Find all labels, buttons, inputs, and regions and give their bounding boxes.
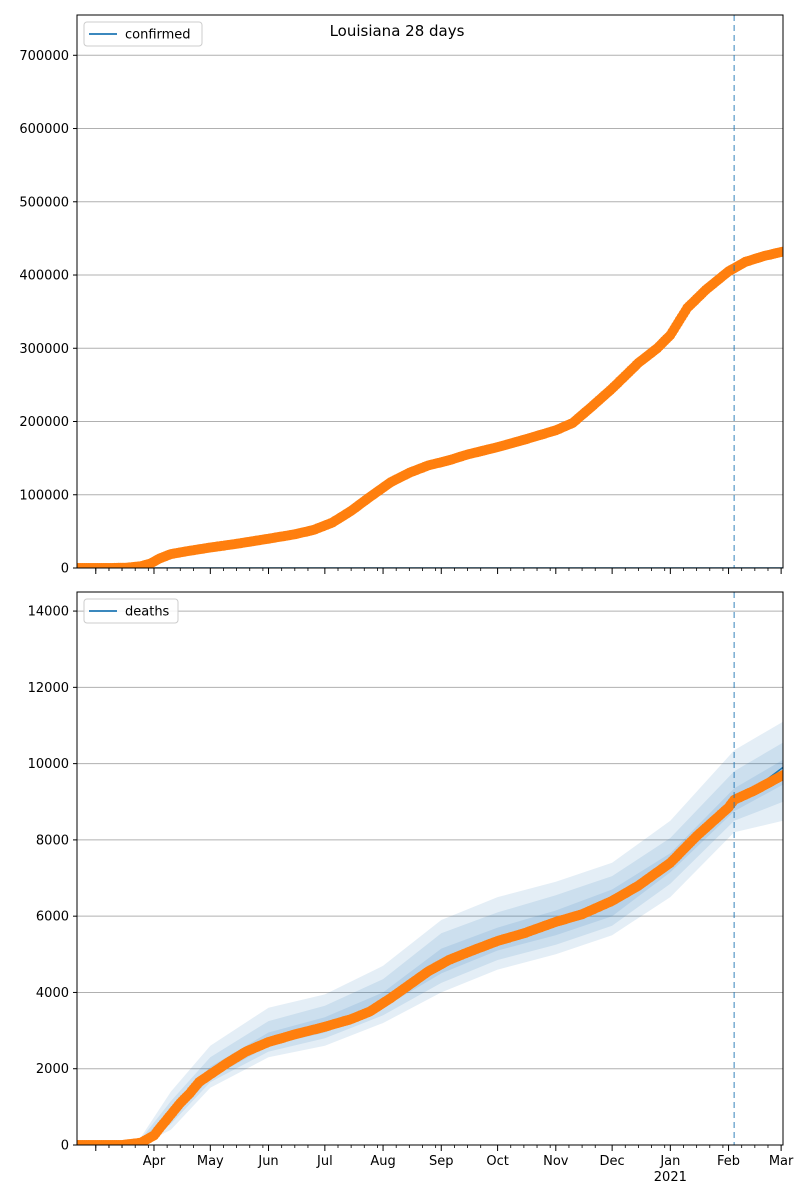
plot-area — [77, 246, 783, 568]
x-tick-label: Aug — [370, 1154, 395, 1169]
legend-box — [83, 598, 179, 624]
plot-area — [77, 721, 783, 1145]
chart-title: Louisiana 28 days — [330, 22, 465, 40]
y-tick-label: 14000 — [28, 605, 69, 620]
legend-box — [83, 21, 203, 47]
x-tick-label: Apr — [143, 1154, 166, 1169]
x-tick-label: Dec — [600, 1154, 625, 1169]
observed-point — [778, 770, 783, 781]
y-tick-label: 0 — [61, 1139, 69, 1154]
x-tick-label: Jan — [659, 1154, 680, 1169]
y-tick-label: 0 — [61, 562, 69, 577]
axes-frame — [76, 591, 784, 1146]
legend-label: deaths — [125, 605, 170, 620]
observed-markers — [77, 770, 783, 1145]
y-tick-label: 10000 — [28, 757, 69, 772]
legend: deaths — [83, 598, 179, 624]
x-tick-label: Jul — [316, 1154, 333, 1169]
legend: confirmed — [83, 21, 203, 47]
x-tick-label: Jun — [257, 1154, 278, 1169]
y-tick-label: 400000 — [19, 269, 69, 284]
uncertainty-band-middle — [140, 742, 783, 1145]
y-tick-label: 2000 — [36, 1062, 69, 1077]
y-tick-label: 100000 — [19, 488, 69, 503]
axes-frame — [76, 14, 784, 569]
y-tick-label: 4000 — [36, 986, 69, 1001]
confirmed-panel: 0 100000 200000 300000 400000 500000 600000 700… — [19, 14, 784, 577]
legend-label: confirmed — [125, 28, 191, 43]
observed-markers — [77, 246, 783, 568]
deaths-panel: 0 2000 4000 6000 8000 10000 12000 14000 Apr May Ju… — [28, 591, 794, 1185]
y-tick-label: 12000 — [28, 681, 69, 696]
x-tick-label: Feb — [717, 1154, 740, 1169]
x-tick-sublabel: 2021 — [654, 1170, 687, 1185]
x-tick-label: Nov — [543, 1154, 569, 1169]
y-tick-label: 8000 — [36, 833, 69, 848]
y-tick-label: 600000 — [19, 122, 69, 137]
observed-point — [778, 246, 783, 257]
uncertainty-band-outer — [140, 721, 783, 1145]
y-tick-label: 700000 — [19, 49, 69, 64]
x-tick-label: May — [197, 1154, 224, 1169]
x-tick-label: Oct — [486, 1154, 508, 1169]
y-tick-label: 200000 — [19, 415, 69, 430]
y-tick-label: 6000 — [36, 910, 69, 925]
y-tick-label: 500000 — [19, 195, 69, 210]
x-tick-label: Mar — [769, 1154, 794, 1169]
x-tick-label: Sep — [429, 1154, 454, 1169]
y-tick-label: 300000 — [19, 342, 69, 357]
